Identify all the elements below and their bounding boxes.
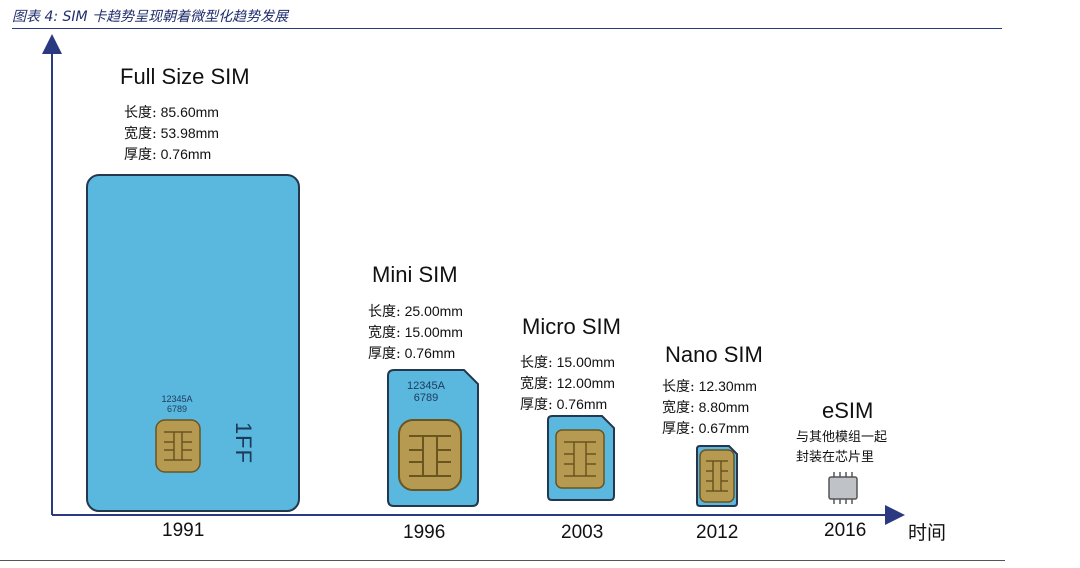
spec-value: 0.76mm [404,345,456,361]
esim-chip-icon [828,472,858,504]
form-factor-label-1ff: 1FF [231,421,257,465]
spec-key: 长度: [662,379,695,395]
year-2016: 2016 [824,520,867,541]
figure-title: 图表 4: SIM 卡趋势呈现朝着微型化趋势发展 [12,9,289,25]
spec-key: 厚度: [124,147,157,163]
card-serial-full-size: 12345A 6789 [161,394,193,414]
spec-key: 宽度: [662,400,695,416]
card-title-nano: Nano SIM [665,342,763,367]
spec-value: 0.76mm [556,396,608,412]
year-1991: 1991 [162,520,205,541]
spec-value: 53.98mm [160,125,219,141]
x-axis-label: 时间 [908,522,947,544]
spec-value: 12.30mm [698,378,757,394]
spec-key: 长度: [124,105,157,121]
spec-value: 12.00mm [556,375,615,391]
spec-key: 宽度: [124,126,157,142]
card-title-micro: Micro SIM [522,314,621,339]
spec-value: 85.60mm [160,104,219,120]
micro-sim-card [547,415,615,501]
spec-key: 长度: [368,304,401,320]
spec-value: 25.00mm [404,303,463,319]
year-1996: 1996 [403,522,446,543]
card-title-full-size: Full Size SIM [120,64,250,89]
card-serial-mini: 12345A 6789 [407,380,445,404]
spec-key: 厚度: [662,421,695,437]
spec-key: 宽度: [520,376,553,392]
sim-chip [155,419,201,473]
year-2012: 2012 [696,522,739,543]
spec-value: 15.00mm [404,324,463,340]
nano-sim-card [696,445,738,507]
spec-block-nano: 长度: 12.30mm 宽度: 8.80mm 厚度: 0.67mm [662,376,757,439]
spec-value: 15.00mm [556,354,615,370]
sim-chip [555,429,605,489]
title-divider [12,28,1002,29]
card-title-esim: eSIM [822,398,874,423]
footer-divider [0,560,1005,561]
spec-block-full-size: 长度: 85.60mm 宽度: 53.98mm 厚度: 0.76mm [124,102,219,165]
spec-key: 宽度: [368,325,401,341]
year-2003: 2003 [561,522,604,543]
card-title-mini: Mini SIM [372,262,458,287]
spec-value: 0.76mm [160,146,212,162]
sim-chip [699,449,735,503]
spec-key: 长度: [520,355,553,371]
spec-value: 0.67mm [698,420,750,436]
sim-chip [398,419,462,491]
spec-key: 厚度: [520,397,553,413]
spec-value: 8.80mm [698,399,750,415]
esim-note: 与其他模组一起 封装在芯片里 [796,430,888,465]
spec-block-micro: 长度: 15.00mm 宽度: 12.00mm 厚度: 0.76mm [520,352,615,415]
full-size-sim-card [86,174,300,512]
spec-block-mini: 长度: 25.00mm 宽度: 15.00mm 厚度: 0.76mm [368,301,463,364]
spec-key: 厚度: [368,346,401,362]
mini-sim-card [387,369,479,507]
